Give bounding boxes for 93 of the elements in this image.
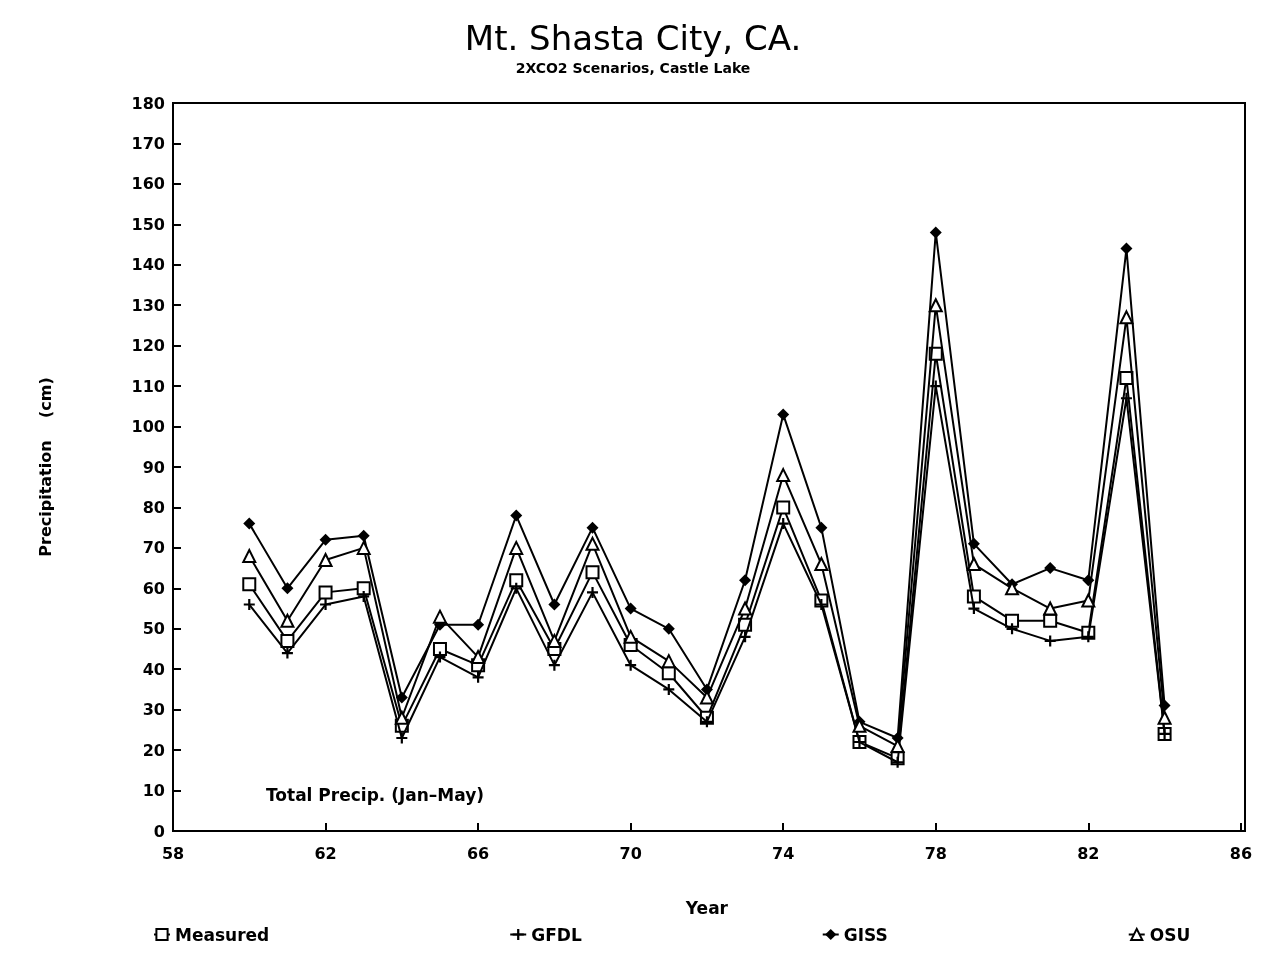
point [280,613,295,628]
point [242,577,257,592]
point [585,565,600,580]
x-tick-label: 62 [314,843,337,863]
y-tick-label: 150 [131,214,165,234]
point [966,557,981,572]
y-tick-label: 120 [131,336,165,356]
y-tick-label: 160 [131,174,165,194]
point [319,533,332,546]
point [1157,710,1172,725]
point [814,557,829,572]
point [548,598,561,611]
point [281,647,293,659]
point [432,609,447,624]
point [395,691,408,704]
point [776,500,791,515]
x-tick-label: 82 [1077,843,1100,863]
x-tick-label: 78 [924,843,947,863]
point [318,553,333,568]
point [509,540,524,555]
x-axis-title: Year [684,897,729,918]
point [547,633,562,648]
legend-label: OSU [1149,924,1191,945]
y-tick-label: 80 [142,497,165,517]
point [432,642,447,656]
point [1005,613,1020,628]
point [815,521,828,534]
x-tick-label: 70 [619,843,642,863]
point [661,654,676,669]
point [510,509,523,522]
y-tick-label: 180 [131,93,165,113]
x-tick-label: 58 [161,843,185,863]
chart-subtitle: 2XCO2 Scenarios, Castle Lake [515,60,751,76]
point [586,521,599,534]
legend-label: Measured [175,924,270,945]
point [280,633,295,648]
point [815,599,827,611]
x-tick-label: 66 [466,843,490,863]
point [663,683,675,695]
chart-title: Mt. Shasta City, CA. [464,18,802,58]
point [509,573,524,588]
y-tick-label: 50 [142,619,165,639]
y-tick-label: 20 [142,740,165,760]
legend-label: GISS [843,924,888,945]
point [738,601,753,616]
point [739,574,752,587]
point [929,226,942,239]
point [243,517,256,530]
y-tick-label: 100 [131,417,165,437]
y-axis-title: Precipitation (cm) [35,377,55,557]
point [623,629,638,644]
y-tick-label: 30 [142,700,165,720]
point [356,581,371,596]
point [1081,593,1096,608]
point [1119,310,1134,325]
y-tick-label: 130 [131,295,165,315]
point [281,582,294,595]
point [776,468,791,483]
point [968,603,980,615]
point [777,408,790,421]
point [242,548,257,563]
legend-label: GFDL [531,924,582,945]
point [471,650,486,665]
y-tick-label: 140 [131,255,165,275]
point [357,529,370,542]
x-tick-label: 86 [1229,843,1252,863]
point [1120,392,1132,404]
y-tick-label: 0 [153,821,165,841]
y-tick-label: 40 [142,659,165,679]
y-tick-label: 70 [142,538,165,558]
point [472,618,485,631]
point [318,585,333,600]
y-tick-label: 10 [142,781,165,801]
point [624,602,637,615]
point [662,622,675,635]
point [1120,242,1133,255]
point [890,739,905,754]
point [585,536,600,551]
y-tick-label: 90 [142,457,165,477]
x-tick-label: 74 [772,843,795,863]
annotation: Total Precip. (Jan–May) [266,784,485,805]
point [587,586,599,598]
y-tick-label: 110 [131,376,165,396]
point [928,298,943,313]
y-tick-label: 60 [142,578,165,598]
point [320,599,332,611]
point [1043,601,1058,616]
y-tick-label: 170 [131,133,165,153]
point [356,540,371,555]
point [358,590,370,602]
point [243,599,255,611]
point [394,710,409,725]
point [1044,562,1057,575]
